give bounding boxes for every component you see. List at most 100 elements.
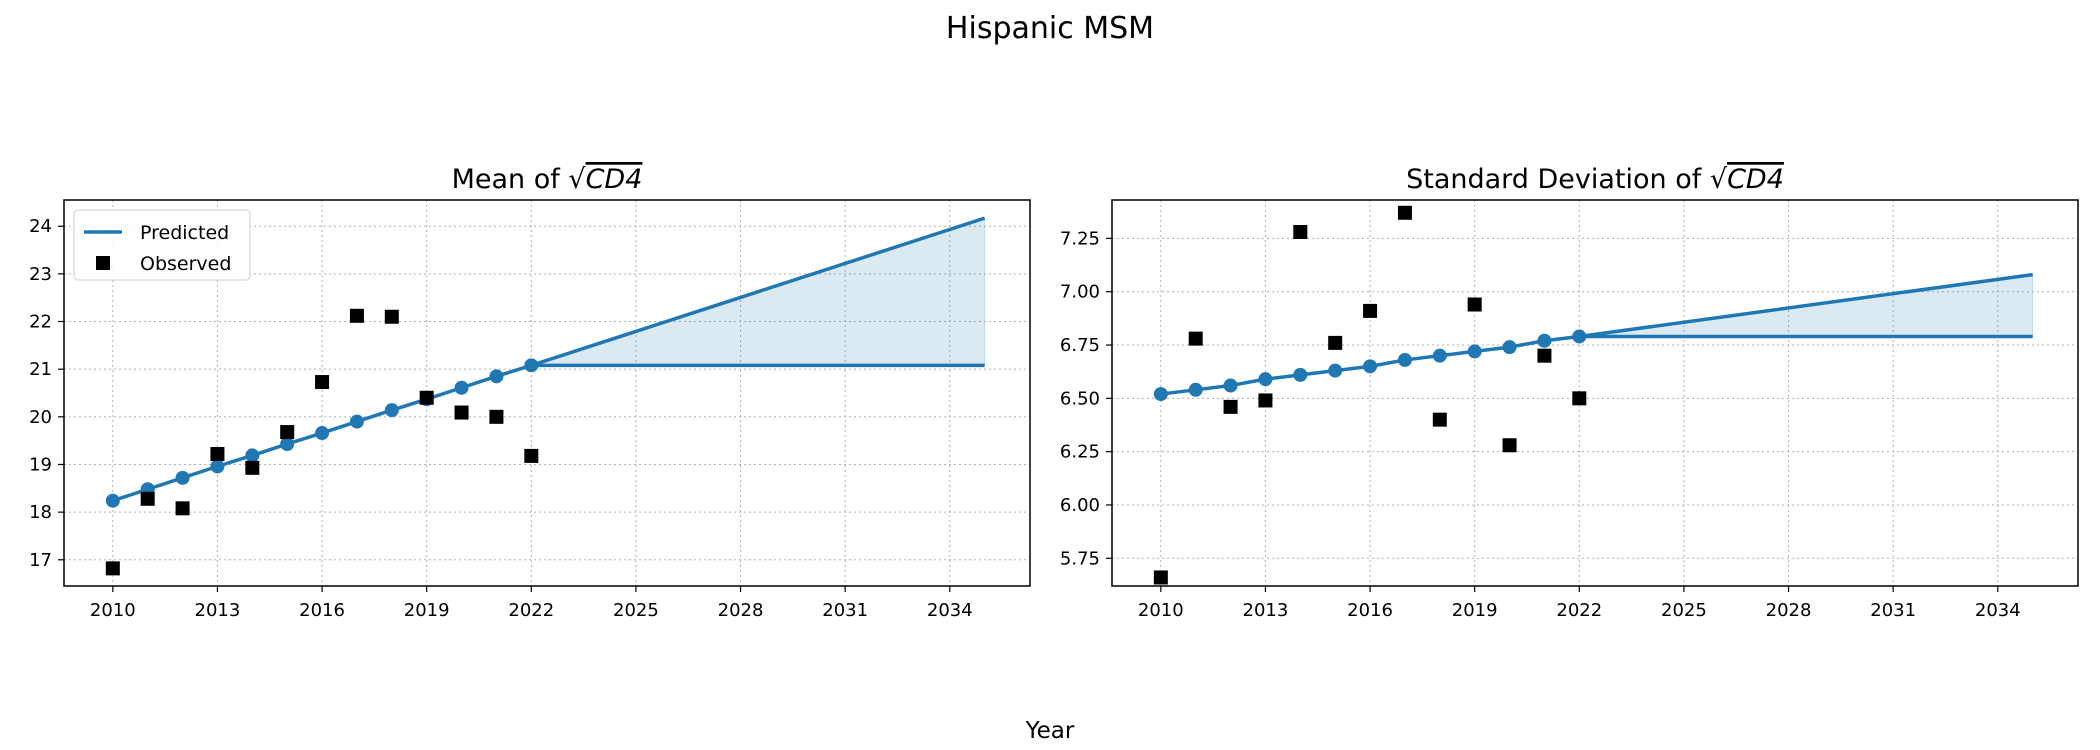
x-tick-label: 2022 [1556,600,1602,621]
predicted-point [280,436,295,451]
x-tick-label: 2025 [1661,600,1707,621]
y-tick-label: 23 [29,264,52,285]
y-tick-label: 7.25 [1060,228,1100,249]
sqrt-symbol: √ [1710,164,1728,195]
predicted-point [524,358,539,373]
predicted-point [175,470,190,485]
x-tick-label: 2025 [613,600,659,621]
plot-frame [1111,199,2079,587]
observed-point [1363,303,1378,318]
observed-point [1258,393,1273,408]
observed-point [524,448,539,463]
x-tick-label: 2010 [1138,600,1184,621]
x-tick-label: 2031 [1870,600,1916,621]
predicted-point [1397,352,1412,367]
y-tick-label: 20 [29,407,52,428]
y-tick-label: 22 [29,312,52,333]
panel-title-text: Standard Deviation of [1406,164,1710,195]
x-tick-label: 2016 [1347,600,1393,621]
predicted-point [489,369,504,384]
y-tick-label: 24 [29,216,52,237]
panel-title: Mean of √CD4 [452,164,643,195]
observed-point [175,501,190,516]
predicted-point [349,414,364,429]
observed-point [384,309,399,324]
y-tick-label: 18 [29,502,52,523]
chart-panel-sd: Standard Deviation of √CD4 2010 2013 2016 20… [1060,164,2079,621]
y-tick-label: 7.00 [1060,282,1100,303]
legend-box [73,209,251,281]
x-tick-label: 2019 [1452,600,1498,621]
x-tick-label: 2013 [1243,600,1289,621]
projection-upper-line [1579,272,2033,339]
predicted-point [384,403,399,418]
legend-observed-swatch [96,256,110,270]
predicted-point [1363,359,1378,374]
observed-point [315,375,330,390]
predicted-point [315,426,330,441]
x-tick-label: 2019 [404,600,450,621]
observed-point [1328,335,1343,350]
sqrt-symbol: √ [568,164,586,195]
predicted-point [210,459,225,474]
predicted-point [454,380,469,395]
predicted-point [245,448,260,463]
predicted-point [1153,387,1168,402]
observed-point [140,491,155,506]
x-tick-label: 2013 [195,600,241,621]
observed-point [1537,348,1552,363]
predicted-point [1537,333,1552,348]
y-tick-label: 6.75 [1060,335,1100,356]
observed-point [1223,399,1238,414]
y-tick-label: 6.25 [1060,442,1100,463]
y-tick-label: 6.00 [1060,495,1100,516]
observed-point [349,308,364,323]
x-tick-label: 2016 [299,600,345,621]
panel-title-math: CD4 [1727,164,1784,195]
predicted-point [105,493,120,508]
observed-point [1467,297,1482,312]
predicted-point [1467,344,1482,359]
projection-upper-line [530,216,986,368]
x-tick-label: 2010 [90,600,136,621]
plot-frame [63,199,1031,587]
observed-point [1188,331,1203,346]
panel-title-text: Mean of [452,164,569,195]
observed-point [280,425,295,440]
observed-point [1502,438,1517,453]
predicted-point [1223,378,1238,393]
observed-point [1572,391,1587,406]
predicted-point [1328,363,1343,378]
observed-point [105,561,120,576]
predicted-point [1293,367,1308,382]
observed-point [1153,570,1168,585]
x-axis-label: Year [1025,718,1075,744]
x-tick-label: 2031 [822,600,868,621]
y-tick-label: 19 [29,454,52,475]
legend-observed-label: Observed [140,253,231,275]
predicted-point [1432,348,1447,363]
predicted-point [1188,382,1203,397]
observed-point [1397,205,1412,220]
observed-point [489,409,504,424]
y-tick-label: 21 [29,359,52,380]
x-tick-label: 2022 [508,600,554,621]
x-tick-label: 2028 [718,600,764,621]
observed-point [245,460,260,475]
x-tick-label: 2028 [1766,600,1812,621]
observed-point [419,390,434,405]
y-tick-label: 5.75 [1060,548,1100,569]
observed-point [1432,412,1447,427]
observed-point [1293,224,1308,239]
predicted-point [1258,372,1273,387]
x-tick-label: 2034 [1975,600,2021,621]
figure-title: Hispanic MSM [946,11,1154,46]
y-tick-label: 6.50 [1060,388,1100,409]
legend-predicted-label: Predicted [140,222,229,244]
x-tick-label: 2034 [927,600,973,621]
observed-point [210,446,225,461]
observed-point [454,405,469,420]
panel-title-math: CD4 [586,164,643,195]
